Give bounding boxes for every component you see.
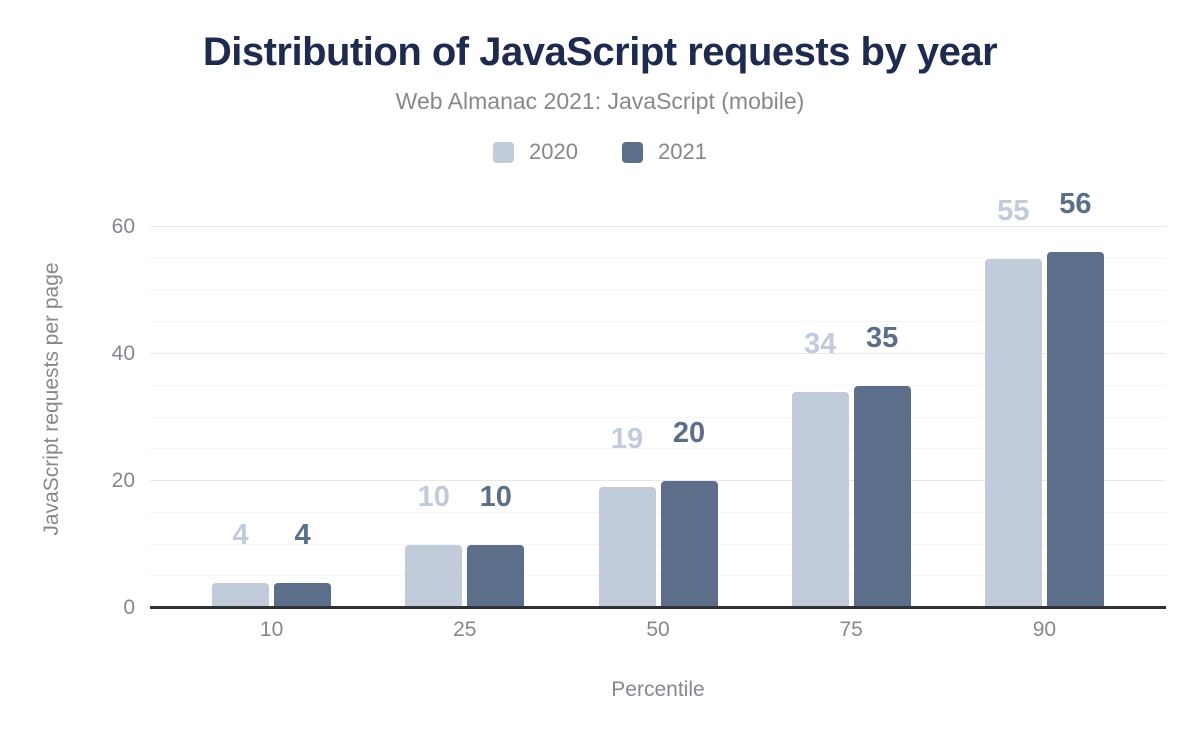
x-axis-line xyxy=(150,606,1166,609)
data-label-2021-p50: 20 xyxy=(672,417,706,449)
data-label-2020-p10: 4 xyxy=(232,518,249,551)
gridline-15 xyxy=(150,511,1166,513)
x-tick-label-25: 25 xyxy=(453,618,477,641)
gridline-25 xyxy=(150,448,1166,450)
bar-2020-p10[interactable] xyxy=(212,582,270,608)
data-label-2021-p25: 10 xyxy=(479,480,512,513)
x-tick-label-10: 10 xyxy=(259,618,284,641)
chart-subtitle: Web Almanac 2021: JavaScript (mobile) xyxy=(395,88,805,114)
data-label-2021-p10: 4 xyxy=(294,518,311,551)
legend-swatch-2021 xyxy=(622,141,643,163)
chart-title: Distribution of JavaScript requests by y… xyxy=(202,30,998,74)
bar-2021-p75[interactable] xyxy=(853,385,911,608)
gridline-10 xyxy=(150,543,1166,545)
bar-2020-p90[interactable] xyxy=(984,258,1042,608)
y-tick-label-60: 60 xyxy=(111,215,135,238)
bar-2021-p25[interactable] xyxy=(467,544,525,608)
x-axis-title: Percentile xyxy=(611,678,705,701)
gridline-20 xyxy=(150,480,1166,481)
legend-label-2020: 2020 xyxy=(529,139,578,164)
y-tick-label-0: 0 xyxy=(123,596,135,619)
gridline-30 xyxy=(150,416,1166,418)
gridline-45 xyxy=(150,321,1166,323)
data-label-2021-p75: 35 xyxy=(866,321,899,354)
gridline-50 xyxy=(150,289,1166,291)
data-label-2020-p75: 34 xyxy=(804,328,837,361)
data-label-2021-p90: 56 xyxy=(1059,188,1092,221)
bar-2021-p50[interactable] xyxy=(660,481,718,608)
x-tick-label-90: 90 xyxy=(1032,618,1057,641)
gridline-5 xyxy=(150,575,1166,577)
bar-2021-p10[interactable] xyxy=(274,582,332,608)
bar-2020-p50[interactable] xyxy=(598,487,656,608)
x-tick-label-50: 50 xyxy=(646,618,670,641)
bar-2020-p25[interactable] xyxy=(405,544,463,608)
plot-area: 4 4 10 10 19 20 34 35 55 56 xyxy=(150,188,1166,609)
bar-2020-p75[interactable] xyxy=(791,392,849,608)
data-label-2020-p50: 19 xyxy=(610,423,644,456)
gridline-55 xyxy=(150,257,1166,259)
legend: 2020 2021 xyxy=(0,139,1200,165)
legend-swatch-2020 xyxy=(493,141,515,163)
gridline-60 xyxy=(150,226,1166,227)
x-tick-label-75: 75 xyxy=(839,618,863,641)
y-tick-label-40: 40 xyxy=(111,342,135,365)
y-axis-title: JavaScript requests per page xyxy=(40,262,63,536)
data-label-2020-p25: 10 xyxy=(417,480,450,513)
legend-label-2021: 2021 xyxy=(658,139,707,164)
bar-2021-p90[interactable] xyxy=(1046,252,1104,608)
gridline-35 xyxy=(150,384,1166,386)
data-label-2020-p90: 55 xyxy=(997,194,1030,227)
legend-item-2021[interactable]: 2021 xyxy=(622,139,707,165)
gridline-40 xyxy=(150,353,1166,354)
legend-item-2020[interactable]: 2020 xyxy=(493,139,578,165)
y-tick-label-20: 20 xyxy=(111,469,135,492)
